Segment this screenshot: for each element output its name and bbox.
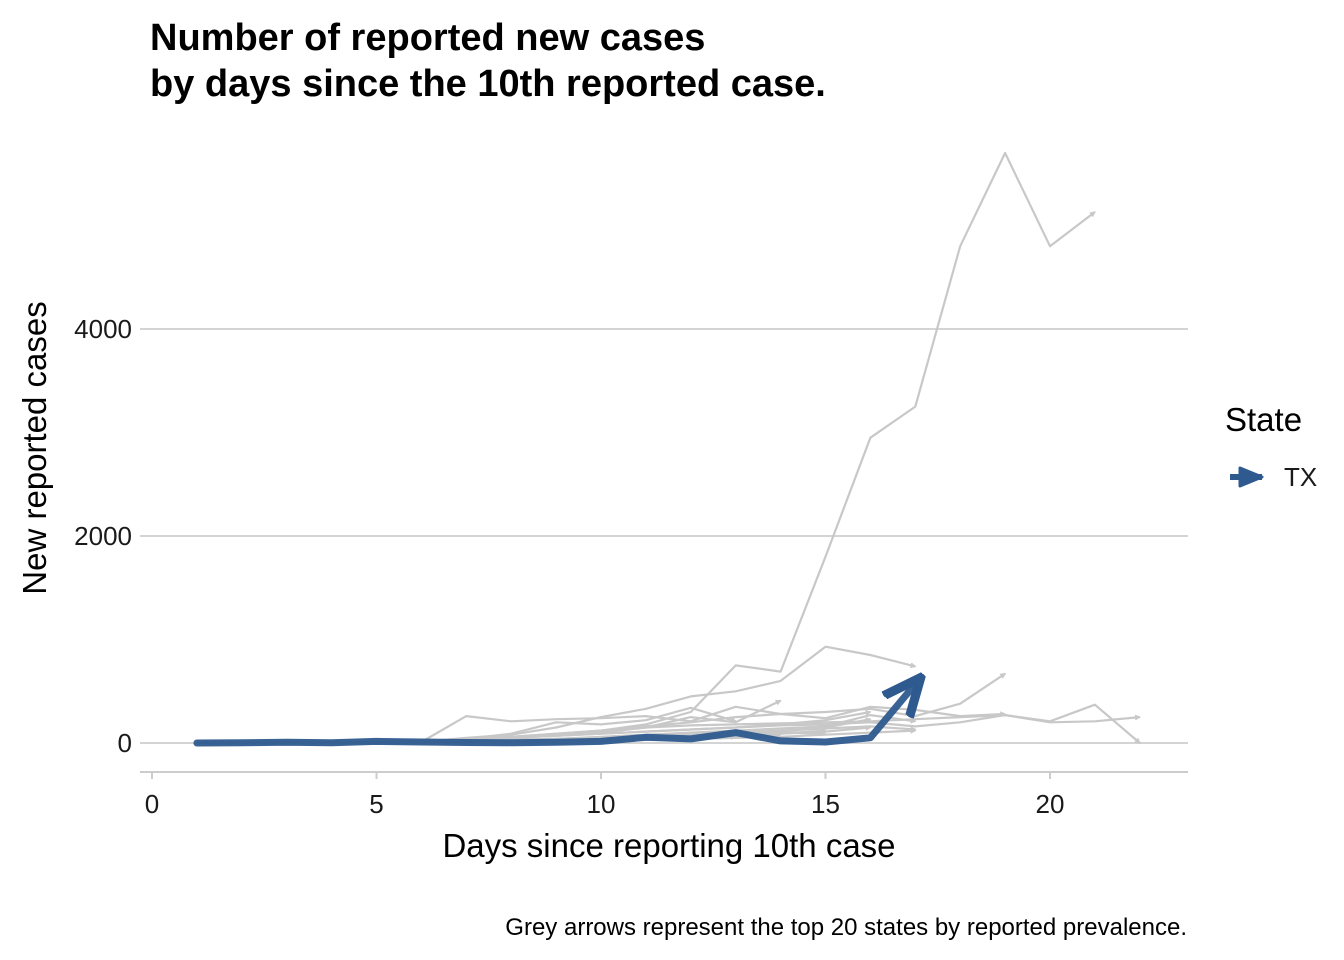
- gridlines: [140, 328, 1188, 744]
- x-tick-label-4: 20: [1036, 789, 1065, 819]
- legend-title: State: [1225, 401, 1302, 438]
- y-axis: 0 2000 4000: [74, 314, 132, 758]
- y-tick-label-2: 4000: [74, 314, 132, 344]
- series-line-tx: [193, 684, 915, 747]
- x-tick-label-2: 10: [587, 789, 616, 819]
- chart-caption: Grey arrows represent the top 20 states …: [505, 914, 1187, 941]
- chart-title: Number of reported new cases by days sin…: [150, 17, 826, 105]
- context-series-line-0: [196, 151, 1096, 744]
- legend-label-tx: TX: [1284, 462, 1317, 492]
- x-axis: 0 5 10 15 20: [140, 771, 1188, 819]
- highlight-series-group: [193, 684, 915, 747]
- y-tick-label-0: 0: [118, 728, 132, 758]
- legend-key-arrowhead: [1238, 466, 1264, 488]
- legend-key-tx: [1230, 466, 1264, 488]
- x-axis-title: Days since reporting 10th case: [442, 827, 895, 864]
- chart-title-line-2: by days since the 10th reported case.: [150, 63, 826, 105]
- y-axis-title: New reported cases: [16, 301, 53, 594]
- context-series-group: [196, 151, 1141, 744]
- y-tick-label-1: 2000: [74, 521, 132, 551]
- x-tick-label-0: 0: [145, 789, 159, 819]
- x-tick-label-1: 5: [369, 789, 383, 819]
- chart-title-line-1: Number of reported new cases: [150, 17, 705, 59]
- legend: State TX: [1225, 401, 1317, 492]
- x-tick-label-3: 15: [811, 789, 840, 819]
